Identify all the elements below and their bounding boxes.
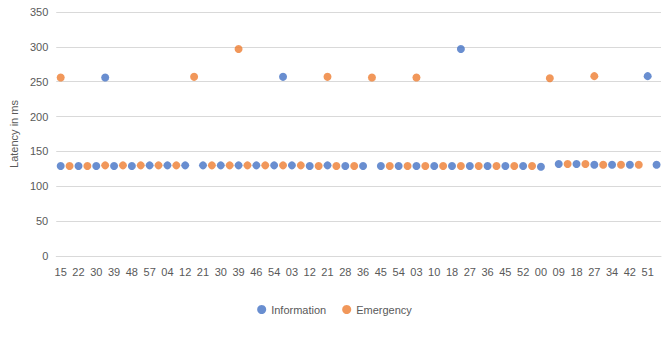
- svg-text:04: 04: [161, 266, 173, 278]
- svg-text:300: 300: [30, 41, 48, 53]
- svg-text:51: 51: [642, 266, 654, 278]
- svg-text:52: 52: [517, 266, 529, 278]
- svg-text:30: 30: [215, 266, 227, 278]
- svg-text:00: 00: [535, 266, 547, 278]
- svg-text:03: 03: [286, 266, 298, 278]
- svg-text:250: 250: [30, 76, 48, 88]
- svg-text:18: 18: [570, 266, 582, 278]
- svg-text:39: 39: [232, 266, 244, 278]
- svg-text:21: 21: [321, 266, 333, 278]
- svg-text:Information: Information: [271, 304, 326, 316]
- svg-text:48: 48: [126, 266, 138, 278]
- svg-text:54: 54: [393, 266, 405, 278]
- svg-text:Emergency: Emergency: [356, 304, 412, 316]
- svg-text:12: 12: [304, 266, 316, 278]
- svg-text:45: 45: [375, 266, 387, 278]
- svg-text:10: 10: [428, 266, 440, 278]
- svg-text:21: 21: [197, 266, 209, 278]
- svg-text:03: 03: [410, 266, 422, 278]
- svg-text:28: 28: [339, 266, 351, 278]
- svg-text:27: 27: [464, 266, 476, 278]
- svg-text:18: 18: [446, 266, 458, 278]
- svg-text:36: 36: [357, 266, 369, 278]
- svg-text:42: 42: [624, 266, 636, 278]
- svg-text:150: 150: [30, 145, 48, 157]
- svg-text:54: 54: [268, 266, 280, 278]
- svg-text:0: 0: [42, 250, 48, 262]
- svg-text:57: 57: [144, 266, 156, 278]
- svg-text:200: 200: [30, 111, 48, 123]
- svg-text:34: 34: [606, 266, 618, 278]
- svg-text:36: 36: [481, 266, 493, 278]
- svg-text:12: 12: [179, 266, 191, 278]
- svg-text:46: 46: [250, 266, 262, 278]
- svg-text:15: 15: [55, 266, 67, 278]
- svg-text:100: 100: [30, 180, 48, 192]
- svg-text:39: 39: [108, 266, 120, 278]
- svg-text:30: 30: [90, 266, 102, 278]
- svg-text:45: 45: [499, 266, 511, 278]
- svg-text:27: 27: [588, 266, 600, 278]
- svg-text:350: 350: [30, 6, 48, 18]
- svg-text:22: 22: [72, 266, 84, 278]
- svg-text:50: 50: [36, 215, 48, 227]
- svg-text:09: 09: [553, 266, 565, 278]
- svg-text:Latency in ms: Latency in ms: [8, 100, 20, 168]
